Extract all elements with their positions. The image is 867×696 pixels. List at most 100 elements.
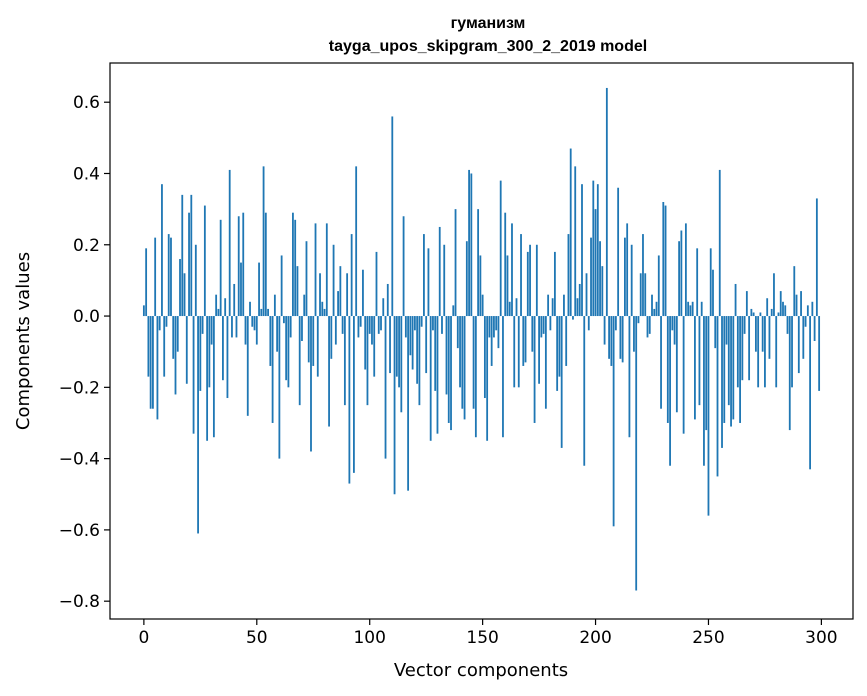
bar-244 <box>694 316 696 420</box>
bar-164 <box>513 316 516 388</box>
y-tick-label: −0.6 <box>59 521 100 541</box>
bar-40 <box>233 283 236 317</box>
bar-184 <box>558 316 561 377</box>
bar-194 <box>581 184 583 317</box>
bar-193 <box>578 283 581 317</box>
y-tick-label: 0.2 <box>73 236 100 256</box>
bar-188 <box>567 234 570 317</box>
bar-187 <box>565 316 568 366</box>
bar-109 <box>389 316 391 374</box>
bar-239 <box>682 316 685 434</box>
bar-271 <box>754 316 757 352</box>
bar-285 <box>786 316 789 334</box>
y-axis-ticks: −0.8 −0.6 −0.4 −0.2 0.0 0.2 0.4 0.6 <box>59 93 110 612</box>
bar-61 <box>280 255 283 317</box>
bar-53 <box>262 166 265 317</box>
y-tick-label: −0.2 <box>59 378 100 398</box>
bar-131 <box>438 226 441 317</box>
bar-series <box>142 87 821 591</box>
bar-142 <box>463 316 466 420</box>
bar-136 <box>450 316 452 431</box>
y-axis-label: Components values <box>13 252 34 430</box>
bar-96 <box>359 316 362 327</box>
bar-178 <box>544 316 547 409</box>
bar-191 <box>574 166 577 317</box>
bar-179 <box>547 294 550 317</box>
bar-279 <box>773 273 775 317</box>
bar-119 <box>411 316 414 370</box>
bar-45 <box>244 316 247 345</box>
bar-212 <box>621 316 624 363</box>
bar-259 <box>727 316 730 406</box>
bar-201 <box>596 184 599 317</box>
bar-72 <box>305 241 308 317</box>
bar-246 <box>698 316 701 406</box>
bar-55 <box>267 308 269 317</box>
bar-38 <box>228 169 231 317</box>
bar-111 <box>393 316 396 495</box>
bar-94 <box>355 166 358 317</box>
bar-180 <box>549 316 552 331</box>
bar-151 <box>483 316 486 399</box>
bar-230 <box>662 202 665 317</box>
bar-18 <box>183 273 186 317</box>
x-tick-label: 50 <box>246 628 268 648</box>
bar-216 <box>630 244 633 317</box>
bar-221 <box>642 234 644 317</box>
bar-98 <box>364 316 367 370</box>
bar-157 <box>497 316 500 349</box>
bar-78 <box>319 273 321 317</box>
bar-14 <box>174 316 177 395</box>
bar-266 <box>743 316 746 334</box>
bar-56 <box>269 316 272 366</box>
bar-137 <box>452 305 455 317</box>
bar-99 <box>366 316 369 406</box>
bar-54 <box>264 212 267 317</box>
bar-84 <box>332 244 335 317</box>
bar-83 <box>330 316 333 359</box>
bar-183 <box>556 316 559 391</box>
bar-145 <box>470 173 473 317</box>
bar-207 <box>610 316 613 366</box>
bar-168 <box>522 316 525 366</box>
bar-81 <box>325 223 328 317</box>
bar-34 <box>219 219 222 317</box>
y-tick-label: 0.6 <box>73 93 100 113</box>
bar-296 <box>811 301 814 317</box>
bar-297 <box>813 316 816 341</box>
bar-76 <box>314 223 317 317</box>
bar-238 <box>680 230 683 317</box>
bar-159 <box>502 316 504 438</box>
bar-203 <box>601 266 604 317</box>
bar-70 <box>301 316 303 341</box>
bar-280 <box>775 316 778 388</box>
bar-152 <box>486 316 489 441</box>
bar-174 <box>535 244 538 317</box>
bar-143 <box>465 241 468 317</box>
bar-199 <box>592 180 595 317</box>
x-tick-label: 0 <box>138 628 149 648</box>
bar-236 <box>675 316 678 413</box>
bar-79 <box>321 301 324 317</box>
bar-283 <box>782 301 784 317</box>
bar-293 <box>804 316 807 327</box>
bar-49 <box>253 316 256 331</box>
bar-202 <box>599 241 601 317</box>
bar-13 <box>172 316 175 359</box>
bar-69 <box>298 316 301 406</box>
bar-150 <box>481 294 484 317</box>
bar-47 <box>249 301 251 317</box>
bar-170 <box>526 251 529 317</box>
bar-107 <box>384 316 387 459</box>
bar-253 <box>714 316 717 349</box>
bar-58 <box>273 294 276 317</box>
bar-0 <box>142 305 145 317</box>
bar-129 <box>434 316 437 391</box>
bar-211 <box>619 316 622 359</box>
y-tick-label: −0.8 <box>59 592 100 612</box>
x-axis-ticks: 0 50 100 150 200 250 300 <box>138 619 838 648</box>
bar-74 <box>310 316 312 452</box>
bar-153 <box>488 316 491 338</box>
bar-33 <box>217 308 220 317</box>
bar-206 <box>608 316 610 359</box>
